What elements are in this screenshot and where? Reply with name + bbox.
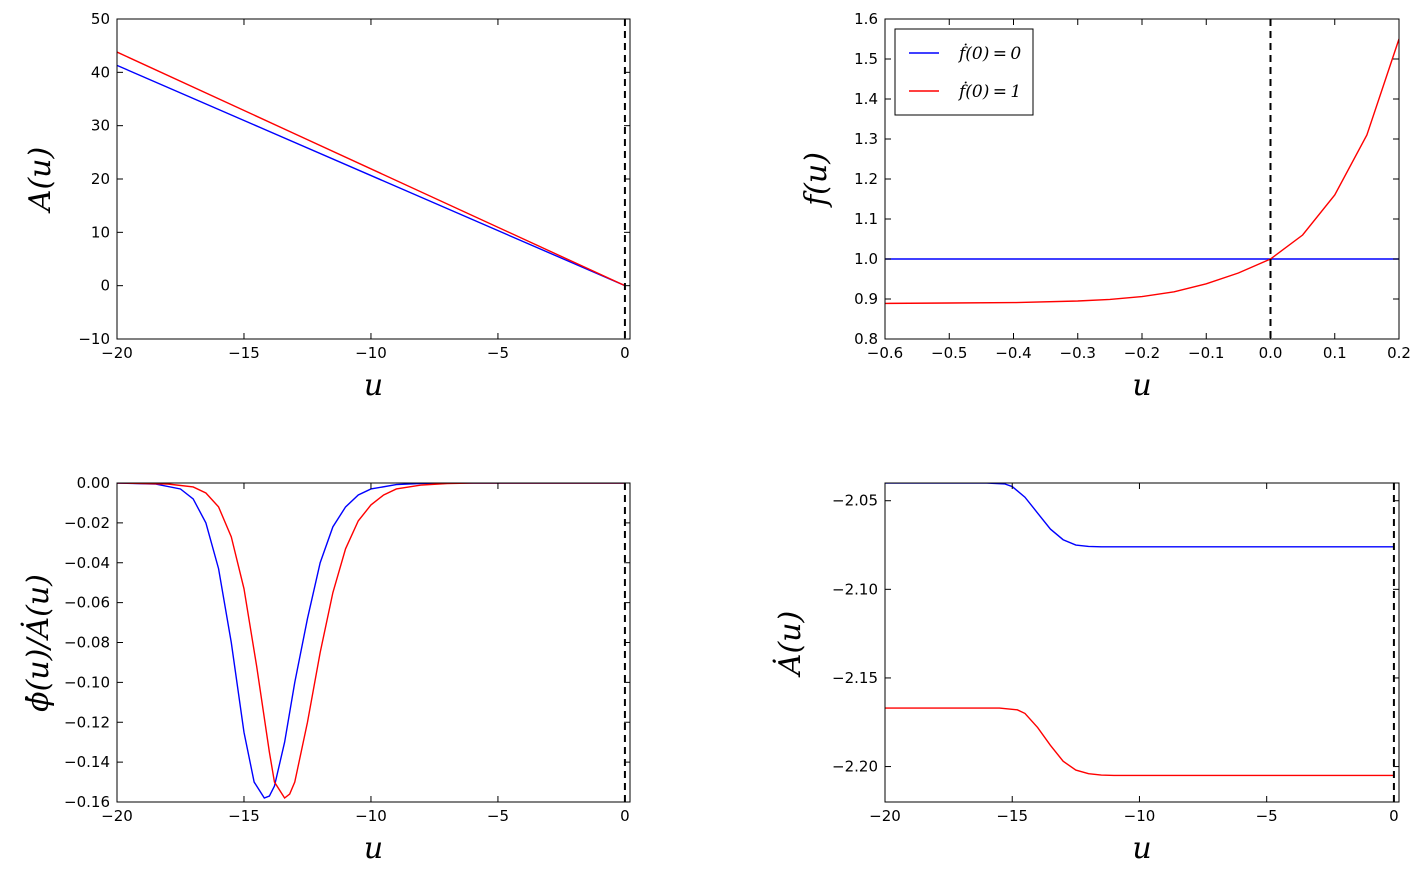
x-tick-label: −15 [996, 807, 1028, 825]
legend-label: ḟ(0) = 0 [957, 44, 1021, 64]
plot-frame [116, 482, 631, 803]
series-line-red [117, 483, 625, 800]
x-tick-label: 0 [620, 807, 630, 825]
x-tick-label: −0.2 [1124, 344, 1160, 362]
y-axis-label: ϕ̇(u)/Ȧ(u) [20, 574, 56, 712]
x-tick-label: −20 [101, 344, 133, 362]
x-tick-label: 0 [620, 344, 630, 362]
y-tick-label: 10 [91, 223, 110, 241]
series-line-blue [885, 483, 1394, 548]
y-tick-label: −0.16 [64, 793, 110, 811]
x-tick-label: −0.4 [995, 344, 1031, 362]
x-tick-label: −5 [487, 344, 509, 362]
y-tick-label: −2.05 [832, 492, 878, 510]
y-tick-label: 1.3 [854, 130, 878, 148]
y-tick-label: −0.14 [64, 753, 110, 771]
x-tick-label: 0.2 [1387, 344, 1411, 362]
x-axis-label: u [1132, 368, 1151, 403]
x-tick-label: −0.3 [1060, 344, 1096, 362]
plot-frame [116, 18, 631, 340]
y-tick-label: −0.12 [64, 713, 110, 731]
series-line-blue [117, 64, 626, 287]
panel-a-of-u: −20 −15 −10 −5 0 −10 0 10 20 30 40 50 u A(u) [23, 10, 631, 403]
x-tick-label: −10 [1124, 807, 1156, 825]
y-tick-label: −2.15 [832, 669, 878, 687]
x-tick-label: −20 [869, 807, 901, 825]
y-tick-label: −2.20 [832, 758, 878, 776]
series-line-blue [117, 483, 625, 799]
legend-box [894, 28, 1034, 116]
y-tick-label: 1.2 [854, 170, 878, 188]
y-tick-label: 1.0 [854, 250, 878, 268]
x-tick-label: 0 [1389, 807, 1399, 825]
x-tick-label: −0.5 [931, 344, 967, 362]
x-tick-label: −5 [487, 807, 509, 825]
y-tick-label: −10 [78, 330, 110, 348]
y-tick-label: −0.06 [64, 594, 110, 612]
x-axis-label: u [364, 368, 383, 403]
y-tick-label: −0.04 [64, 554, 110, 572]
y-tick-label: −0.02 [64, 514, 110, 532]
x-tick-label: −15 [228, 344, 260, 362]
x-tick-label: −10 [355, 344, 387, 362]
panel-f-of-u: −0.6 −0.5 −0.4 −0.3 −0.2 −0.1 0.0 0.1 0.2 0.8 0.9 1… [799, 10, 1411, 403]
y-tick-label: 1.6 [854, 10, 878, 28]
x-tick-label: −0.6 [867, 344, 903, 362]
panel-adot-of-u: −20 −15 −10 −5 0 −2.20 −2.15 −2.10 −2.05 u Ȧ(u) [772, 482, 1400, 866]
series-line-red [885, 38, 1399, 305]
y-tick-label: −0.08 [64, 634, 110, 652]
y-tick-label: −2.10 [832, 580, 878, 598]
plot-frame [884, 482, 1400, 803]
y-tick-label: 30 [91, 117, 110, 135]
series-line-red [885, 707, 1394, 777]
y-tick-label: 40 [91, 63, 110, 81]
y-tick-label: 0.8 [854, 330, 878, 348]
y-axis-label: f(u) [799, 152, 834, 208]
y-axis-label: A(u) [23, 147, 58, 214]
y-tick-label: 50 [91, 10, 110, 28]
panel-phidot-over-adot: −20 −15 −10 −5 0 −0.16 −0.14 −0.12 −0.10 −0.08 −0.… [20, 474, 631, 866]
series-line-red [117, 51, 626, 287]
x-tick-label: −5 [1256, 807, 1278, 825]
x-tick-label: −10 [355, 807, 387, 825]
y-tick-label: 0.9 [854, 290, 878, 308]
y-tick-label: 1.5 [854, 50, 878, 68]
x-axis-label: u [364, 831, 383, 866]
y-tick-label: 1.4 [854, 90, 878, 108]
y-tick-label: −0.10 [64, 673, 110, 691]
y-tick-label: 0 [100, 277, 110, 295]
y-tick-label: 1.1 [854, 210, 878, 228]
legend: ḟ(0) = 0 ḟ(0) = 1 [894, 28, 1034, 116]
x-tick-label: 0.1 [1323, 344, 1347, 362]
x-tick-label: −20 [101, 807, 133, 825]
legend-label: ḟ(0) = 1 [957, 82, 1021, 102]
x-axis-label: u [1132, 831, 1151, 866]
y-tick-label: 0.00 [77, 474, 110, 492]
y-axis-label: Ȧ(u) [772, 611, 808, 678]
x-tick-label: −15 [228, 807, 260, 825]
x-tick-label: 0.0 [1259, 344, 1283, 362]
x-tick-label: −0.1 [1188, 344, 1224, 362]
y-tick-label: 20 [91, 170, 110, 188]
